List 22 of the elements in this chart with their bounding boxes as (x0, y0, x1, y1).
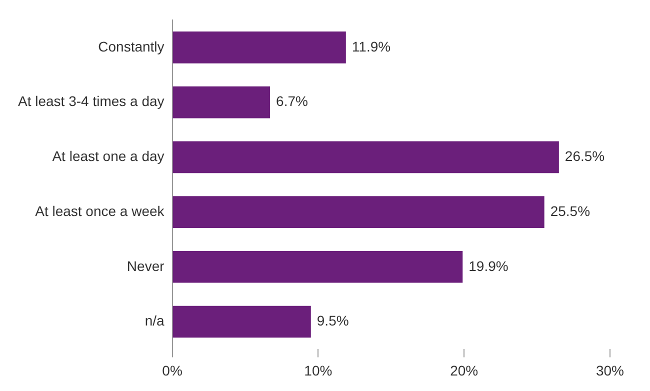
y-tick-label: At least 3-4 times a day (18, 93, 164, 110)
y-tick-label: At least one a day (52, 148, 164, 164)
data-label: 9.5% (316, 312, 349, 329)
x-tick-label: 10% (304, 362, 332, 378)
bar (172, 306, 311, 338)
data-label: 26.5% (564, 148, 605, 164)
bar (172, 86, 270, 118)
x-tick-label: 30% (596, 362, 624, 378)
data-label: 19.9% (468, 258, 508, 274)
bar (172, 196, 544, 228)
y-tick-label: At least once a week (35, 202, 166, 219)
data-label: 11.9% (352, 38, 391, 54)
y-tick-label: Never (126, 258, 165, 274)
y-tick-label: n/a (144, 312, 164, 329)
data-label: 6.7% (276, 93, 308, 110)
bar (172, 141, 559, 174)
data-label: 25.5% (550, 202, 590, 219)
bar (172, 250, 463, 283)
y-tick-label: Constantly (98, 38, 164, 54)
x-tick-label: 0% (162, 362, 182, 378)
bar (172, 32, 346, 64)
x-tick-label: 20% (450, 362, 478, 378)
